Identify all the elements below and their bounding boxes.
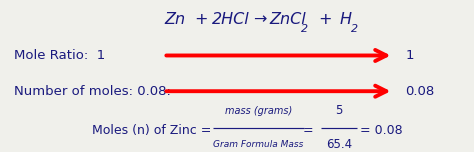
Text: 2: 2 [301, 24, 309, 34]
Text: →: → [253, 12, 266, 27]
Text: Gram Formula Mass: Gram Formula Mass [213, 140, 303, 149]
Text: = 0.08: = 0.08 [360, 124, 403, 137]
Text: 5: 5 [335, 104, 343, 117]
Text: mass (grams): mass (grams) [225, 106, 292, 116]
Text: 1: 1 [405, 49, 414, 62]
Text: H: H [339, 12, 351, 27]
Text: Zn: Zn [165, 12, 186, 27]
Text: +: + [195, 12, 208, 27]
Text: 0.08: 0.08 [405, 85, 435, 98]
Text: 2HCl: 2HCl [212, 12, 250, 27]
Text: ZnCl: ZnCl [270, 12, 307, 27]
Text: +: + [318, 12, 331, 27]
Text: Mole Ratio:  1: Mole Ratio: 1 [14, 49, 106, 62]
Text: =: = [303, 124, 313, 137]
Text: 65.4: 65.4 [326, 138, 352, 151]
Text: Moles (n) of Zinc =: Moles (n) of Zinc = [91, 124, 211, 137]
Text: 2: 2 [351, 24, 358, 34]
Text: Number of moles: 0.08:: Number of moles: 0.08: [14, 85, 171, 98]
